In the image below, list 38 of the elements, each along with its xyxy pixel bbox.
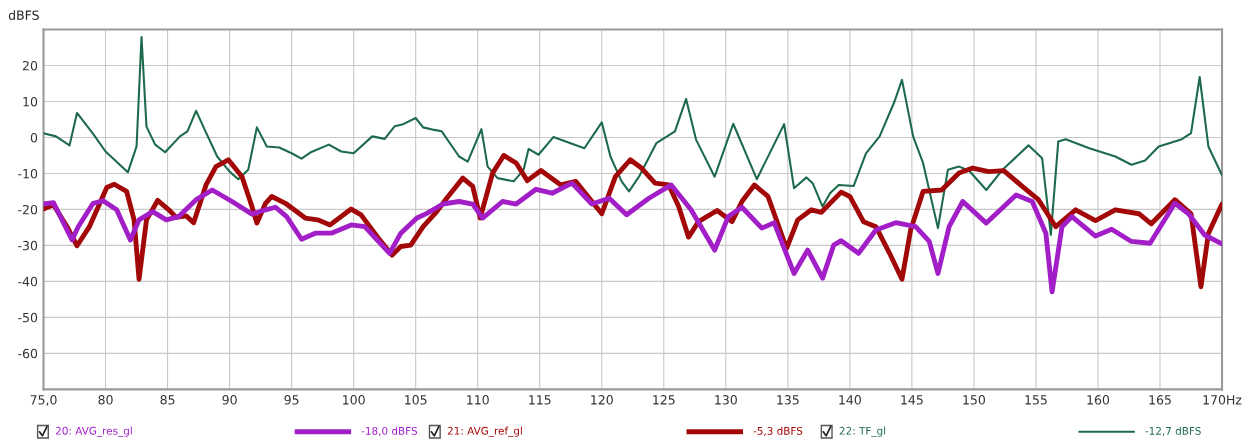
x-tick-label: 130	[715, 395, 737, 405]
y-tick-label: 20	[22, 60, 38, 71]
y-tick-label: -30	[18, 240, 38, 251]
x-tick-label: 125	[653, 395, 675, 405]
x-tick-label: 100	[343, 395, 365, 405]
y-tick-label: -40	[18, 276, 38, 287]
y-tick-label: -20	[18, 204, 38, 215]
text: -18,0 dBFS	[361, 426, 418, 436]
text: 21: AVG_ref_gl	[447, 426, 522, 437]
y-tick-label: 0	[30, 132, 38, 143]
x-tick-label: 120	[591, 395, 613, 405]
x-tick-label: 95	[284, 395, 299, 405]
x-tick-label: 90	[222, 395, 237, 405]
x-tick-label: 170Hz	[1203, 395, 1242, 405]
y-tick-label: -60	[18, 348, 38, 359]
x-tick-label: 80	[98, 395, 113, 405]
x-tick-label: 110	[467, 395, 489, 405]
x-tick-label: 115	[529, 395, 551, 405]
line-series	[43, 36, 1223, 237]
x-tick-label: 150	[963, 395, 986, 405]
x-tick-label: 160	[1087, 395, 1110, 405]
x-tick-label: 165	[1149, 395, 1171, 405]
y-tick-label: -50	[18, 312, 38, 323]
text: -5,3 dBFS	[753, 426, 803, 436]
text: -12,7 dBFS	[1145, 426, 1201, 436]
x-tick-label: 85	[160, 395, 175, 405]
text: 20: AVG_res_gl	[55, 426, 132, 437]
x-tick-label: 155	[1025, 395, 1047, 405]
text: 22: TF_gl	[839, 426, 886, 437]
x-tick-label: 75,0	[30, 395, 57, 406]
line-series	[43, 180, 1223, 295]
x-tick-label: 135	[777, 395, 799, 405]
y-tick-label: -10	[18, 168, 38, 179]
y-axis-title: dBFS	[8, 10, 39, 20]
y-tick-label: 10	[23, 96, 38, 107]
x-tick-label: 145	[901, 395, 923, 405]
x-tick-label: 105	[405, 395, 427, 405]
x-tick-label: 140	[839, 395, 861, 405]
